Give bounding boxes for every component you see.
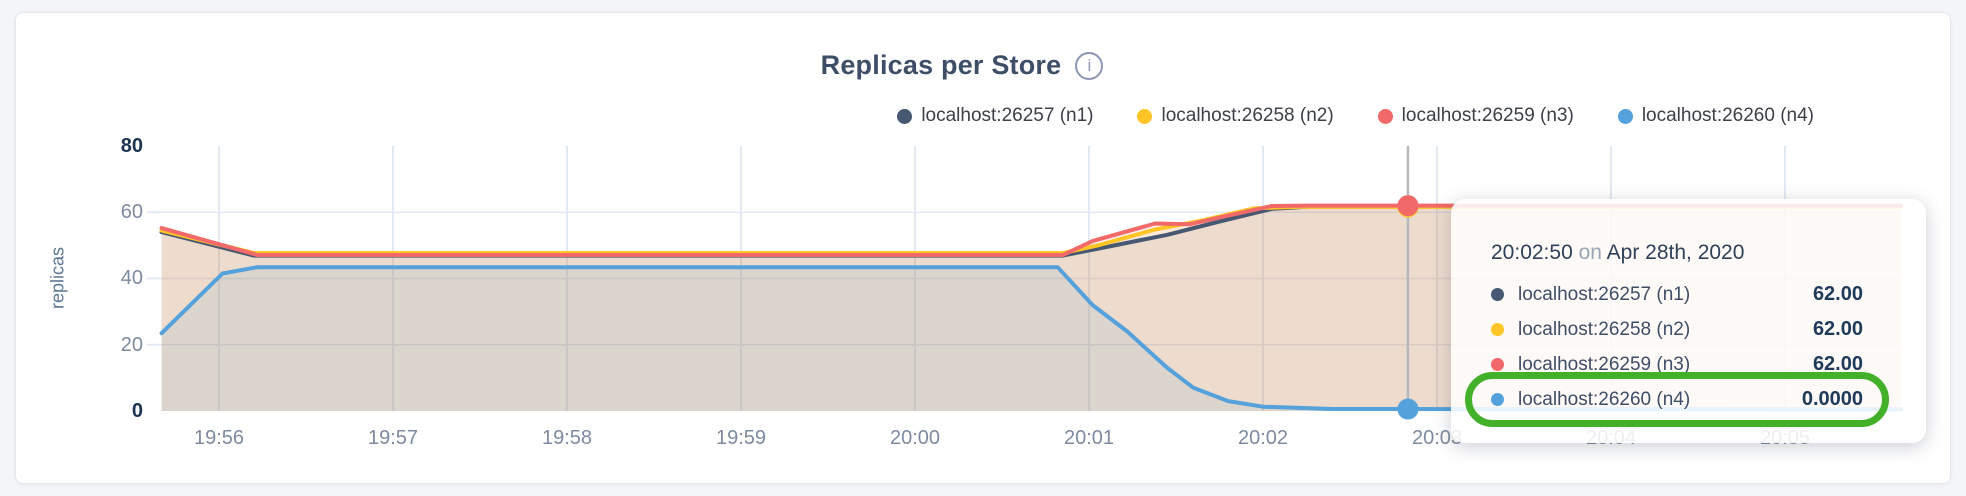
tooltip-timestamp: 20:02:50 on Apr 28th, 2020 xyxy=(1491,239,1926,267)
tooltip-row-n4: localhost:26260 (n4) 0.0000 xyxy=(1491,382,1863,417)
series-dot-n4 xyxy=(1491,393,1504,406)
series-dot-n4 xyxy=(1617,108,1633,124)
tooltip-row-label: localhost:26260 (n4) xyxy=(1518,388,1691,410)
x-tick: 20:02 xyxy=(1237,427,1289,449)
legend-item-n2[interactable]: localhost:26258 (n2) xyxy=(1137,105,1334,127)
series-dot-n3 xyxy=(1491,358,1504,371)
x-tick: 19:59 xyxy=(715,427,767,449)
tooltip-rows: localhost:26257 (n1) 62.00 localhost:262… xyxy=(1491,277,1863,417)
tooltip-row-value: 62.00 xyxy=(1812,283,1863,305)
chart-card: Replicas per Store i localhost:26257 (n1… xyxy=(15,12,1951,484)
y-tick-20: 20 xyxy=(120,334,143,356)
tooltip-row-label: localhost:26259 (n3) xyxy=(1518,353,1691,375)
y-tick-40: 40 xyxy=(120,267,143,289)
legend-label: localhost:26259 (n3) xyxy=(1401,105,1574,126)
legend-label: localhost:26258 (n2) xyxy=(1161,105,1334,126)
hover-tooltip: 20:02:50 on Apr 28th, 2020 localhost:262… xyxy=(1451,199,1926,443)
y-tick-80: 80 xyxy=(120,135,143,157)
tooltip-time: 20:02:50 xyxy=(1491,241,1573,264)
legend-item-n1[interactable]: localhost:26257 (n1) xyxy=(897,105,1093,127)
x-tick: 19:56 xyxy=(193,427,245,449)
tooltip-on-text: on xyxy=(1578,241,1607,264)
tooltip-row-n3: localhost:26259 (n3) 62.00 xyxy=(1491,347,1863,382)
page-title: Replicas per Store xyxy=(820,50,1062,80)
legend-label: localhost:26257 (n1) xyxy=(921,105,1094,126)
x-tick: 20:03 xyxy=(1411,427,1463,449)
tooltip-row-value: 62.00 xyxy=(1812,353,1863,375)
series-dot-n3 xyxy=(1377,108,1393,124)
tooltip-row-n1: localhost:26257 (n1) 62.00 xyxy=(1491,277,1863,312)
x-tick: 19:57 xyxy=(367,427,419,449)
chart-header: Replicas per Store i xyxy=(0,50,1929,81)
hover-point xyxy=(1397,398,1419,420)
x-tick: 20:01 xyxy=(1063,427,1115,449)
series-line xyxy=(159,265,1903,412)
series-area xyxy=(161,267,1902,411)
y-tick-0: 0 xyxy=(131,400,143,422)
tooltip-date: Apr 28th, 2020 xyxy=(1606,241,1745,264)
tooltip-row-label: localhost:26257 (n1) xyxy=(1518,283,1691,305)
legend-item-n3[interactable]: localhost:26259 (n3) xyxy=(1377,105,1574,127)
tooltip-row-label: localhost:26258 (n2) xyxy=(1518,318,1691,340)
x-tick: 20:00 xyxy=(889,427,941,449)
series-dot-n2 xyxy=(1491,323,1504,336)
legend-item-n4[interactable]: localhost:26260 (n4) xyxy=(1617,105,1814,127)
series-dot-n1 xyxy=(897,108,913,124)
hover-point xyxy=(1397,195,1419,217)
series-line xyxy=(159,203,1903,257)
series-dot-n1 xyxy=(1491,288,1504,301)
info-icon[interactable]: i xyxy=(1075,51,1104,80)
tooltip-row-n2: localhost:26258 (n2) 62.00 xyxy=(1491,312,1863,347)
tooltip-row-value: 62.00 xyxy=(1812,318,1863,340)
x-tick: 19:58 xyxy=(541,427,593,449)
series-dot-n2 xyxy=(1137,108,1153,124)
tooltip-row-value: 0.0000 xyxy=(1801,388,1863,410)
y-tick-60: 60 xyxy=(120,201,143,223)
legend-label: localhost:26260 (n4) xyxy=(1641,105,1814,126)
legend: localhost:26257 (n1) localhost:26258 (n2… xyxy=(897,103,1814,129)
